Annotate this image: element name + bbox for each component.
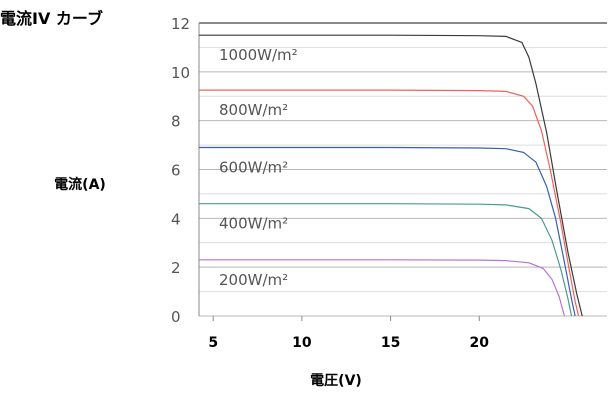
x-axis-title: 電圧(V) bbox=[310, 372, 362, 389]
series-label: 200W/m² bbox=[219, 271, 288, 289]
y-axis-title: 電流(A) bbox=[54, 176, 106, 193]
series-line bbox=[199, 34, 583, 317]
x-tick-label: 10 bbox=[292, 335, 312, 351]
series-label: 600W/m² bbox=[219, 159, 288, 177]
y-tick-label: 2 bbox=[171, 259, 181, 277]
y-tick-label: 0 bbox=[171, 308, 181, 326]
series-line bbox=[199, 203, 573, 317]
x-axis-ticks: 5 10 15 20 bbox=[208, 335, 489, 351]
series-line bbox=[199, 259, 565, 317]
y-tick-label: 4 bbox=[171, 210, 181, 228]
x-tick-label: 15 bbox=[381, 335, 400, 351]
y-tick-label: 10 bbox=[171, 64, 190, 82]
series-line bbox=[199, 89, 580, 317]
y-tick-label: 12 bbox=[171, 15, 190, 33]
series-label: 800W/m² bbox=[219, 101, 288, 119]
chart-title: 電流IV カーブ bbox=[0, 9, 103, 28]
y-axis-ticks: 0 2 4 6 8 10 12 bbox=[171, 15, 190, 326]
y-tick-label: 8 bbox=[171, 113, 181, 131]
series-label: 1000W/m² bbox=[219, 46, 298, 64]
x-tick-label: 20 bbox=[470, 335, 490, 351]
series-label: 400W/m² bbox=[219, 215, 288, 233]
x-tick-label: 5 bbox=[208, 335, 218, 351]
series-line bbox=[199, 146, 576, 317]
grid-lines bbox=[198, 22, 607, 321]
y-tick-label: 6 bbox=[171, 162, 181, 180]
series-lines: 1000W/m² 800W/m² 600W/m² 400W/m² 200W/m² bbox=[199, 34, 583, 317]
